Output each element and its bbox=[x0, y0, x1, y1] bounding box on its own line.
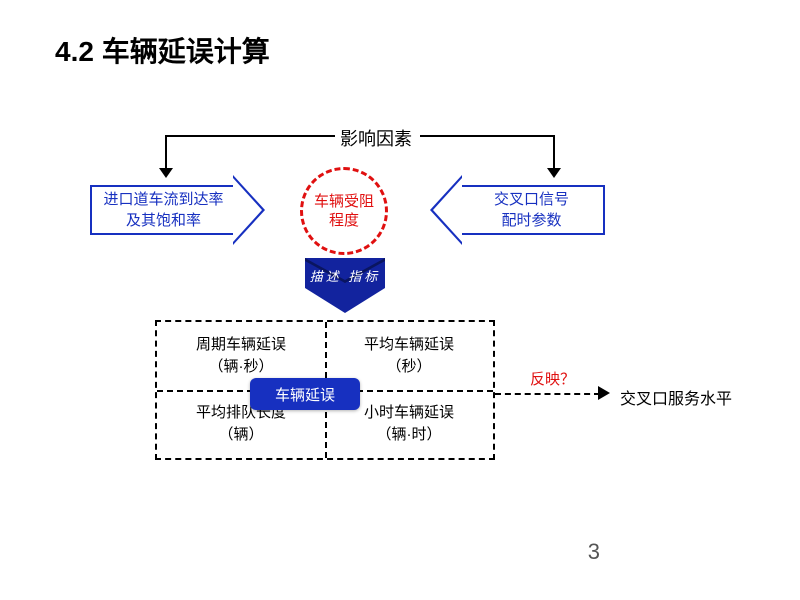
right-factor-arrow: 交叉口信号 配时参数 bbox=[430, 175, 605, 245]
left-factor-line1: 进口道车流到达率 bbox=[103, 189, 223, 210]
dashed-arrow-head-icon bbox=[598, 386, 610, 400]
cell-bl-line2: （辆） bbox=[218, 424, 263, 447]
service-label: 交叉口服务水平 bbox=[620, 385, 732, 409]
left-factor-line2: 及其饱和率 bbox=[126, 210, 201, 231]
bracket-left-v bbox=[165, 135, 167, 170]
bracket-right-v bbox=[553, 135, 555, 170]
grid-center-badge: 车辆延误 bbox=[250, 378, 360, 410]
right-factor-line1: 交叉口信号 bbox=[494, 189, 569, 210]
cell-br-line1: 小时车辆延误 bbox=[364, 402, 454, 425]
right-factor-body: 交叉口信号 配时参数 bbox=[460, 185, 605, 235]
chevron-down: 描述 指标 bbox=[305, 258, 385, 313]
cell-tl-line1: 周期车辆延误 bbox=[196, 334, 286, 357]
center-circle: 车辆受阻 程度 bbox=[300, 167, 388, 255]
center-line2: 程度 bbox=[329, 211, 359, 231]
slide-title: 4.2 车辆延误计算 bbox=[55, 30, 270, 70]
center-line1: 车辆受阻 bbox=[314, 192, 374, 212]
left-factor-arrow: 进口道车流到达率 及其饱和率 bbox=[90, 175, 265, 245]
cell-br-line2: （辆·时） bbox=[377, 424, 442, 447]
cell-tl-line2: （辆·秒） bbox=[209, 356, 274, 379]
bracket-top-left bbox=[165, 135, 335, 137]
right-arrow-head-inner bbox=[433, 178, 462, 242]
cell-tr-line2: （秒） bbox=[386, 356, 431, 379]
bracket-top-right bbox=[420, 135, 555, 137]
dashed-arrow-line bbox=[495, 393, 600, 395]
reflect-label: 反映？ bbox=[530, 368, 575, 389]
left-factor-body: 进口道车流到达率 及其饱和率 bbox=[90, 185, 235, 235]
right-factor-line2: 配时参数 bbox=[501, 210, 561, 231]
page-number: 3 bbox=[588, 539, 600, 565]
cell-tr-line1: 平均车辆延误 bbox=[364, 334, 454, 357]
chevron-label: 描述 指标 bbox=[305, 266, 385, 285]
left-arrow-head-inner bbox=[233, 178, 262, 242]
influence-label: 影响因素 bbox=[340, 125, 412, 151]
